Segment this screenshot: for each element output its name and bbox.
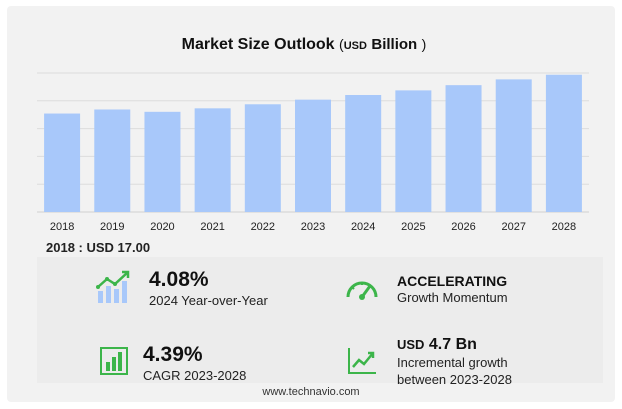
chart-title: Market Size Outlook (USD Billion ): [0, 36, 608, 54]
bar-growth-icon: [96, 270, 130, 303]
footer-website: www.technavio.com: [262, 386, 360, 398]
bar-2021: [194, 108, 231, 212]
incremental-amount: 4.7 Bn: [428, 336, 477, 353]
incremental-currency: USD: [397, 337, 425, 352]
bar-2019: [94, 109, 131, 212]
x-tick-label: 2026: [451, 221, 475, 233]
momentum-label: Growth Momentum: [397, 290, 508, 305]
x-tick-label: 2020: [150, 221, 174, 233]
bar-2025: [395, 90, 432, 212]
yoy-stat: 4.08% 2024 Year-over-Year: [149, 268, 268, 309]
speedometer-icon: [346, 281, 378, 300]
x-tick-label: 2025: [401, 221, 425, 233]
title-unit-open: (: [339, 36, 344, 52]
cagr-value: 4.39%: [143, 343, 203, 366]
bar-2024: [345, 95, 382, 212]
title-unit-close: ): [421, 36, 427, 52]
momentum-stat: ACCELERATING Growth Momentum: [397, 273, 508, 306]
yoy-value: 4.08%: [149, 268, 209, 291]
momentum-value: ACCELERATING: [397, 273, 508, 289]
incremental-value: USD 4.7 Bn: [397, 336, 512, 354]
incremental-label-line1: Incremental growth: [397, 355, 508, 370]
incremental-stat: USD 4.7 Bn Incremental growth between 20…: [397, 336, 512, 388]
x-tick-label: 2018: [50, 221, 74, 233]
x-tick-label: 2023: [301, 221, 325, 233]
stats-panel: [37, 257, 603, 383]
cagr-stat: 4.39% CAGR 2023-2028: [143, 343, 246, 384]
yoy-label: 2024 Year-over-Year: [149, 293, 268, 308]
bar-2018: [44, 113, 81, 212]
bar-2027: [495, 79, 532, 212]
x-tick-label: 2019: [100, 221, 124, 233]
line-chart-icon: [348, 348, 376, 374]
bar-2023: [295, 99, 331, 212]
bar-chart-icon: [100, 347, 128, 375]
bar-2028: [545, 74, 582, 212]
bar-chart: 2018 2019 2020 2021 2022 2023 2024 2025 2026 2027…: [37, 72, 589, 233]
x-tick-label: 2024: [351, 221, 375, 233]
x-tick-label: 2028: [552, 221, 576, 233]
bar-2026: [445, 85, 482, 212]
x-tick-label: 2022: [251, 221, 275, 233]
title-main: Market Size Outlook: [181, 36, 335, 53]
x-tick-label: 2021: [200, 221, 224, 233]
bar-2022: [244, 104, 281, 212]
bar-2020: [144, 111, 181, 212]
incremental-label-line2: between 2023-2028: [397, 372, 512, 387]
baseline-value: 2018 : USD 17.00: [46, 240, 151, 255]
cagr-label: CAGR 2023-2028: [143, 368, 247, 383]
title-unit-scale: Billion: [371, 36, 418, 53]
title-unit-currency: USD: [343, 40, 367, 52]
x-tick-label: 2027: [501, 221, 525, 233]
